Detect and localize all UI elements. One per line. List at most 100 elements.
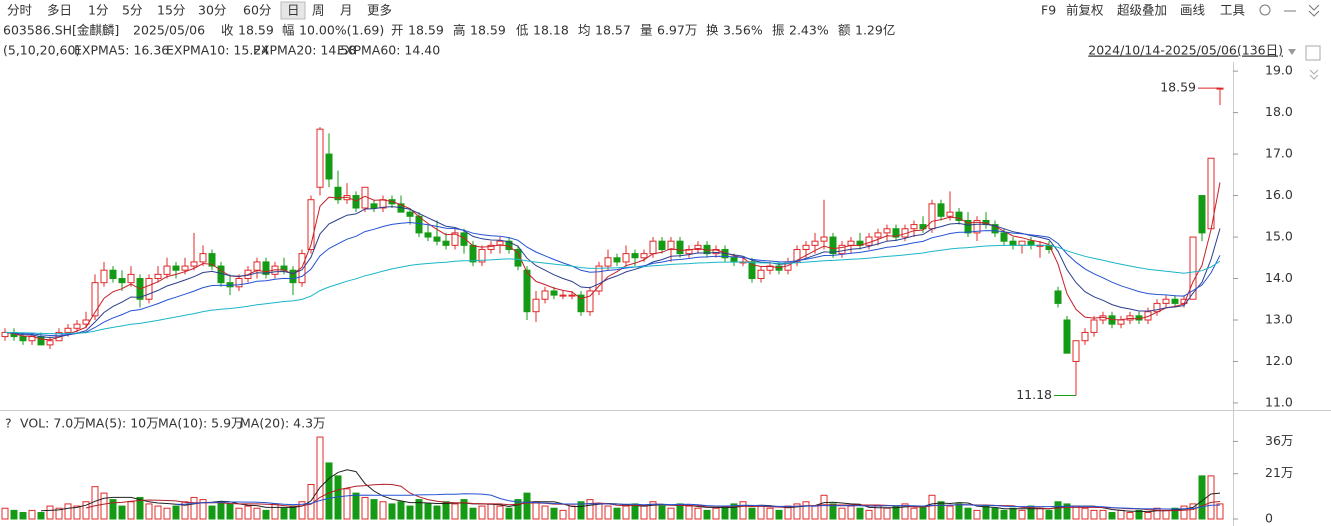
date-range[interactable]: 2024/10/14-2025/05/06(136日) [1088, 43, 1283, 58]
tool[interactable]: 超级叠加 [1117, 3, 1167, 18]
volume-bar [181, 501, 189, 520]
volume-bar [289, 505, 297, 520]
wp-icon[interactable] [1305, 45, 1321, 61]
volume-bar [613, 507, 621, 520]
collapse-icon[interactable] [1309, 69, 1319, 80]
volume-bar [163, 507, 171, 520]
volume-bar [1126, 512, 1134, 520]
volume-bar [91, 486, 99, 520]
tab[interactable]: 多日 [47, 3, 72, 18]
indicator-legend: EXPMA20: 14.58 [253, 43, 356, 58]
volume-bar [658, 505, 666, 520]
volume-bar [253, 507, 261, 520]
candle-body [460, 232, 468, 246]
candle-body [442, 240, 450, 246]
candle-body [109, 269, 117, 280]
volume-bar [1180, 505, 1188, 520]
volume-bar [55, 507, 63, 520]
candle-body [1063, 319, 1071, 354]
quote-label: 幅 [282, 23, 295, 38]
quote-value: 18.57 [595, 23, 631, 38]
quote-value: 3.56% [723, 23, 763, 38]
volume-bar [811, 505, 819, 520]
quote-label: 换 [706, 23, 719, 38]
volume-bar [649, 501, 657, 520]
help[interactable]: ? [5, 416, 12, 431]
volume-bar [199, 499, 207, 520]
volume-bar [1045, 509, 1053, 520]
tab[interactable]: 15分 [157, 3, 185, 18]
tab[interactable]: 月 [340, 3, 353, 18]
candle-body [955, 211, 963, 221]
candle-body [802, 244, 810, 250]
tab[interactable]: 1分 [88, 3, 108, 18]
expand-icon[interactable] [1308, 4, 1320, 17]
volume-bar [190, 496, 198, 520]
volume-bar [325, 462, 333, 520]
candle-body [874, 232, 882, 238]
volume-bar [712, 507, 720, 520]
tool[interactable]: 工具 [1220, 3, 1246, 18]
volume-bar [343, 488, 351, 520]
candle-body [433, 236, 441, 242]
quote-value: 18.59 [408, 23, 444, 38]
candle-body [514, 248, 522, 267]
volume-bar [397, 501, 405, 520]
volume-bar [1090, 509, 1098, 520]
indicator-params: (5,10,20,60) [3, 43, 80, 58]
vol-tick-label: 0 [1265, 511, 1273, 526]
candle-body [154, 273, 162, 280]
candle-body [1072, 340, 1080, 362]
tab[interactable]: 30分 [198, 3, 226, 18]
tool[interactable]: 前复权 [1066, 3, 1104, 18]
volume-bar [748, 507, 756, 520]
volume-bar [217, 501, 225, 520]
y-tick-label: 17.0 [1265, 146, 1293, 161]
active-tab-box [280, 1, 306, 20]
y-tick-label: 19.0 [1265, 63, 1293, 78]
tool[interactable]: 画线 [1180, 3, 1206, 18]
settings-icon[interactable] [1259, 4, 1271, 16]
candle-body [73, 323, 81, 329]
candle-body [865, 236, 873, 246]
volume-bar [415, 499, 423, 520]
dropdown-icon[interactable] [1288, 49, 1296, 55]
volume-bar [1, 507, 9, 520]
volume-bar [919, 505, 927, 520]
y-tick-label: 13.0 [1265, 311, 1293, 326]
volume-bar [1198, 475, 1206, 520]
candle-body [541, 290, 549, 300]
candle-body [316, 128, 324, 188]
tool[interactable]: F9 [1041, 3, 1056, 18]
candle-body [1144, 311, 1152, 321]
candle-body [262, 261, 270, 275]
tab[interactable]: 分时 [7, 3, 33, 18]
volume-bar [10, 509, 18, 520]
volume-bar [928, 494, 936, 520]
volume-bar [388, 503, 396, 520]
candle-body [46, 340, 54, 346]
volume-bar [478, 505, 486, 520]
volume-bar [379, 501, 387, 520]
volume-bar [262, 509, 270, 520]
tab[interactable]: 60分 [243, 3, 271, 18]
volume-bar [541, 505, 549, 520]
volume-bar [946, 505, 954, 520]
annotation: 18.59 [1160, 80, 1196, 95]
tab[interactable]: 5分 [122, 3, 142, 18]
quote-value: 1.29亿 [855, 23, 895, 38]
expma-line [4, 206, 1221, 339]
volume-bar [1072, 505, 1080, 520]
volume-bar [1144, 512, 1152, 520]
candle-body [532, 298, 540, 313]
volume-bar [1171, 507, 1179, 520]
candle-body [352, 195, 360, 209]
candle-body [973, 219, 981, 234]
tab[interactable]: 日 [287, 3, 300, 18]
tab[interactable]: 更多 [367, 3, 392, 18]
volume-bar [487, 503, 495, 520]
volume-bar [1000, 509, 1008, 520]
tab[interactable]: 周 [312, 3, 325, 18]
volume-bar [559, 509, 567, 520]
